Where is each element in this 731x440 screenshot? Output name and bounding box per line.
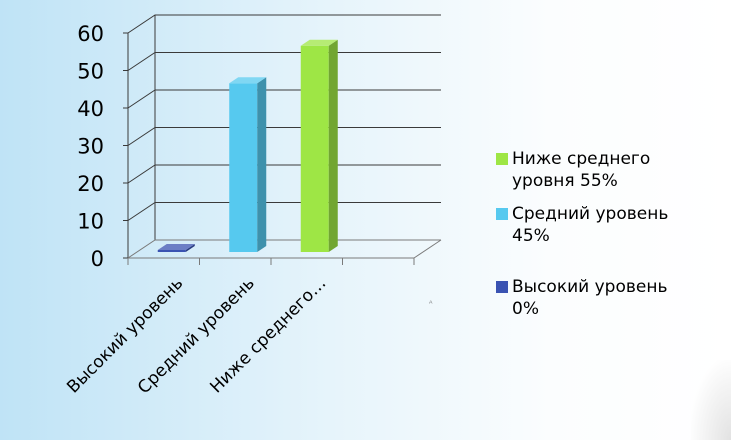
legend-label-high: Высокий уровень 0% [512, 277, 668, 319]
y-tick-label: 50 [77, 60, 104, 84]
gridline [127, 127, 441, 146]
bar-side [185, 244, 195, 252]
legend-swatch-high [496, 281, 508, 293]
legend-swatch-average [496, 208, 508, 220]
x-category-label: Средний уровень [134, 273, 259, 398]
legend-label-average: Средний уровень 45% [512, 204, 669, 246]
legend-swatch-below-average [496, 153, 508, 165]
x-category-label: Высокий уровень [63, 273, 187, 397]
bar-side [328, 39, 338, 252]
bar-front [229, 83, 258, 252]
stray-mark: ᴬ [429, 299, 433, 308]
bar-top [300, 39, 338, 46]
y-tick-label: 60 [77, 22, 104, 46]
page-curl-shadow [691, 360, 731, 440]
bar-top [157, 244, 195, 250]
bar-top [229, 77, 267, 84]
bar-1 [157, 244, 195, 252]
y-axis-ticks: 0 10 20 30 40 50 60 [77, 22, 104, 271]
bar-3 [300, 39, 338, 252]
legend-item-below-average: Ниже среднего уровня 55% [496, 148, 731, 192]
floor-right-edge [413, 239, 442, 259]
y-tick-label: 30 [77, 135, 104, 159]
chart-bars [157, 39, 338, 252]
gridline [127, 202, 441, 221]
gridline [127, 14, 441, 34]
legend-label-below-average: Ниже среднего уровня 55% [512, 149, 651, 191]
y-tick-label: 10 [77, 210, 104, 234]
gridline [127, 52, 441, 71]
bar-side [257, 77, 267, 252]
bar-2 [229, 77, 267, 252]
legend-item-high: Высокий уровень 0% [496, 276, 731, 320]
gridline [127, 164, 441, 184]
y-tick-label: 0 [91, 247, 104, 271]
chart-grid [123, 14, 442, 265]
bar-front [157, 250, 186, 252]
gridline [127, 239, 441, 259]
y-tick-label: 40 [77, 97, 104, 121]
gridline [127, 89, 441, 109]
legend-item-average: Средний уровень 45% [496, 203, 731, 247]
bar-front [300, 45, 329, 252]
y-tick-label: 20 [77, 172, 104, 196]
